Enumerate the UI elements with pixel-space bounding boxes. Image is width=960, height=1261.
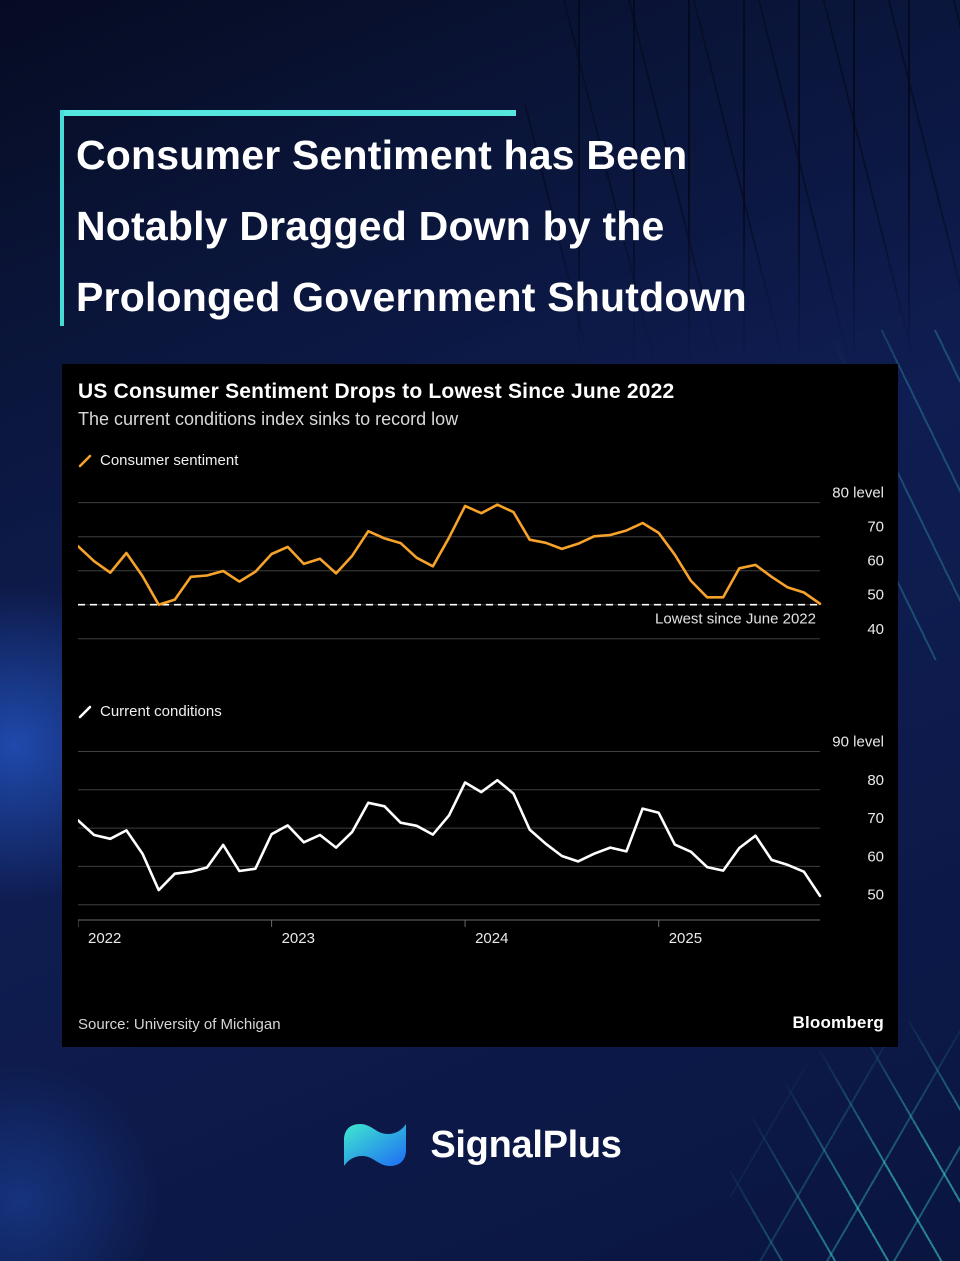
decorative-blue-glow-bottom-left (0, 1061, 160, 1261)
consumer-sentiment-chart: 40 50 60 70 80 level Lowest since June 2022 (78, 485, 884, 640)
svg-text:2024: 2024 (475, 930, 508, 947)
bloomberg-logo: Bloomberg (792, 1013, 884, 1032)
headline-block: Consumer Sentiment has Been Notably Drag… (60, 110, 900, 333)
svg-text:50: 50 (867, 887, 884, 904)
svg-text:90 level: 90 level (832, 734, 884, 751)
svg-text:40: 40 (867, 621, 884, 638)
legend-current-conditions: Current conditions (78, 703, 884, 720)
legend-label: Current conditions (100, 703, 222, 720)
chart-footer: Source: University of Michigan Bloomberg (78, 1013, 884, 1033)
brand-footer: SignalPlus (0, 1116, 960, 1174)
page-title: Consumer Sentiment has Been Notably Drag… (60, 110, 900, 333)
legend-tick-icon-white (78, 705, 92, 718)
svg-text:80: 80 (867, 772, 884, 789)
page-title-line-3: Prolonged Government Shutdown (76, 274, 747, 320)
svg-text:80 level: 80 level (832, 485, 884, 502)
signalplus-logo-icon (344, 1124, 407, 1166)
chart-title: US Consumer Sentiment Drops to Lowest Si… (78, 380, 675, 403)
signalplus-wordmark: SignalPlus (430, 1123, 622, 1166)
legend-tick-icon-orange (78, 454, 92, 467)
page-title-line-2: Notably Dragged Down by the (76, 203, 665, 249)
chart-source: Source: University of Michigan (78, 1016, 281, 1033)
svg-text:2025: 2025 (669, 930, 702, 947)
svg-text:Lowest since June 2022: Lowest since June 2022 (655, 611, 816, 628)
headline-accent-left-bar (60, 110, 64, 326)
chart-subtitle: The current conditions index sinks to re… (78, 409, 459, 429)
svg-text:60: 60 (867, 848, 884, 865)
svg-text:60: 60 (867, 553, 884, 570)
svg-text:70: 70 (867, 810, 884, 827)
bloomberg-chart-card: US Consumer Sentiment Drops to Lowest Si… (62, 364, 898, 1047)
page-title-line-1: Consumer Sentiment has Been (76, 132, 688, 178)
decorative-teal-lines-bottom-right (730, 1021, 960, 1261)
svg-text:50: 50 (867, 587, 884, 604)
legend-label: Consumer sentiment (100, 452, 239, 469)
headline-accent-top-bar (60, 110, 516, 116)
svg-text:70: 70 (867, 519, 884, 536)
svg-text:2023: 2023 (282, 930, 315, 947)
svg-text:2022: 2022 (88, 930, 121, 947)
legend-consumer-sentiment: Consumer sentiment (78, 452, 884, 469)
current-conditions-chart: 50 60 70 80 90 level 2022 2023 2024 2025 (78, 734, 884, 947)
decorative-diagonal-lines-top-right (525, 0, 960, 360)
